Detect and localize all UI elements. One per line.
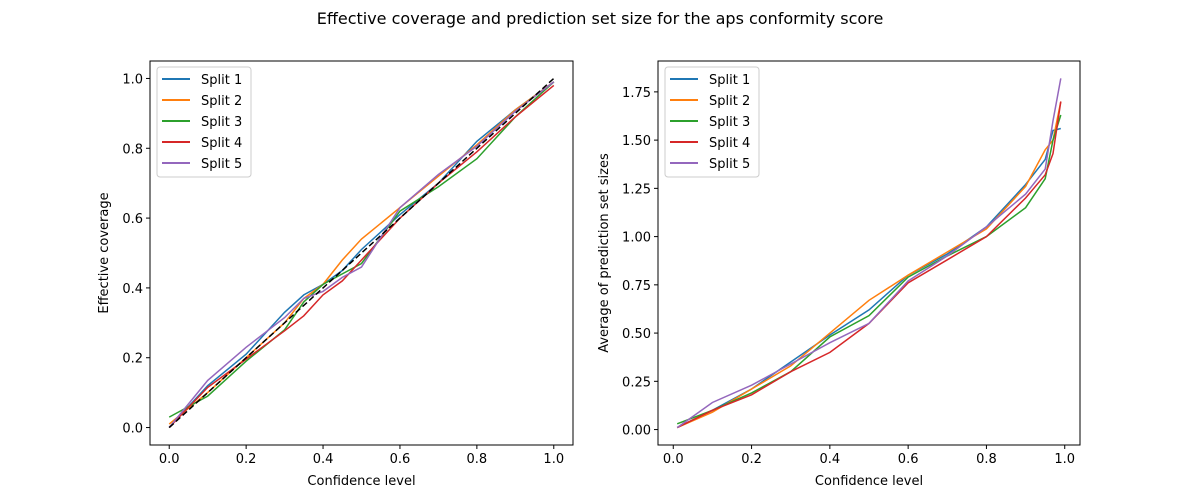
y-tick-label: 0.6 (122, 212, 143, 227)
series-line-split-3 (676, 114, 1062, 425)
x-tick-label: 0.0 (663, 452, 684, 467)
x-tick-label: 0.8 (976, 452, 997, 467)
axes-frame (657, 60, 1081, 446)
y-axis-label: Effective coverage (97, 192, 112, 313)
series-line-split-3 (168, 81, 555, 418)
set-size-plot: 0.0 0.2 0.4 0.6 0.8 1.0 0.00 0.25 0.50 0.75 1.00 1.… (597, 60, 1081, 489)
legend-label: Split 3 (709, 115, 750, 130)
y-tick-label: 1.0 (122, 72, 143, 87)
legend-label: Split 4 (709, 136, 750, 151)
y-tick-label: 1.75 (622, 86, 651, 101)
y-tick-label: 0.8 (122, 142, 143, 157)
series-line-split-1 (168, 81, 555, 429)
series-line-split-5 (168, 81, 555, 428)
legend-label: Split 3 (201, 115, 242, 130)
y-tick-label: 0.4 (122, 282, 143, 297)
y-tick-label: 1.25 (622, 182, 651, 197)
y-tick-label: 0.2 (122, 352, 143, 367)
legend-label: Split 5 (709, 157, 750, 172)
legend-label: Split 1 (709, 73, 750, 88)
coverage-plot: 0.0 0.2 0.4 0.6 0.8 1.0 0.0 0.2 0.4 0.6 0.8 1.0 Conf… (97, 60, 574, 489)
reference-diagonal-line (168, 77, 555, 429)
x-tick-label: 0.8 (467, 452, 488, 467)
x-tick-label: 0.4 (313, 452, 334, 467)
y-tick-label: 0.0 (122, 422, 143, 437)
y-axis-label: Average of prediction set sizes (597, 153, 612, 353)
legend-label: Split 2 (201, 94, 242, 109)
legend: Split 1 Split 2 Split 3 Split 4 Split 5 (156, 66, 252, 178)
y-tick-label: 0.75 (622, 279, 651, 294)
series-line-split-5 (676, 78, 1062, 429)
x-tick-label: 1.0 (1054, 452, 1075, 467)
y-tick-label: 0.00 (622, 424, 651, 439)
x-tick-label: 0.6 (898, 452, 919, 467)
x-tick-label: 0.4 (820, 452, 841, 467)
x-tick-label: 0.2 (741, 452, 762, 467)
legend-box (664, 66, 760, 178)
legend-label: Split 4 (201, 136, 242, 151)
x-tick-label: 0.0 (159, 452, 180, 467)
axes-frame (149, 60, 574, 446)
x-axis-label: Confidence level (815, 474, 923, 489)
legend-label: Split 1 (201, 73, 242, 88)
legend: Split 1 Split 2 Split 3 Split 4 Split 5 (664, 66, 760, 178)
series-line-split-2 (676, 101, 1062, 429)
x-tick-label: 0.2 (236, 452, 257, 467)
x-tick-label: 1.0 (543, 452, 564, 467)
y-tick-label: 0.50 (622, 327, 651, 342)
x-tick-label: 0.6 (390, 452, 411, 467)
series-line-split-4 (168, 84, 555, 429)
legend-label: Split 5 (201, 157, 242, 172)
legend-box (156, 66, 252, 178)
x-axis-label: Confidence level (307, 474, 415, 489)
legend-label: Split 2 (709, 94, 750, 109)
y-tick-label: 0.25 (622, 375, 651, 390)
figure-title: Effective coverage and prediction set si… (317, 9, 884, 28)
series-line-split-4 (676, 101, 1062, 429)
y-tick-label: 1.00 (622, 231, 651, 246)
y-tick-label: 1.50 (622, 134, 651, 149)
